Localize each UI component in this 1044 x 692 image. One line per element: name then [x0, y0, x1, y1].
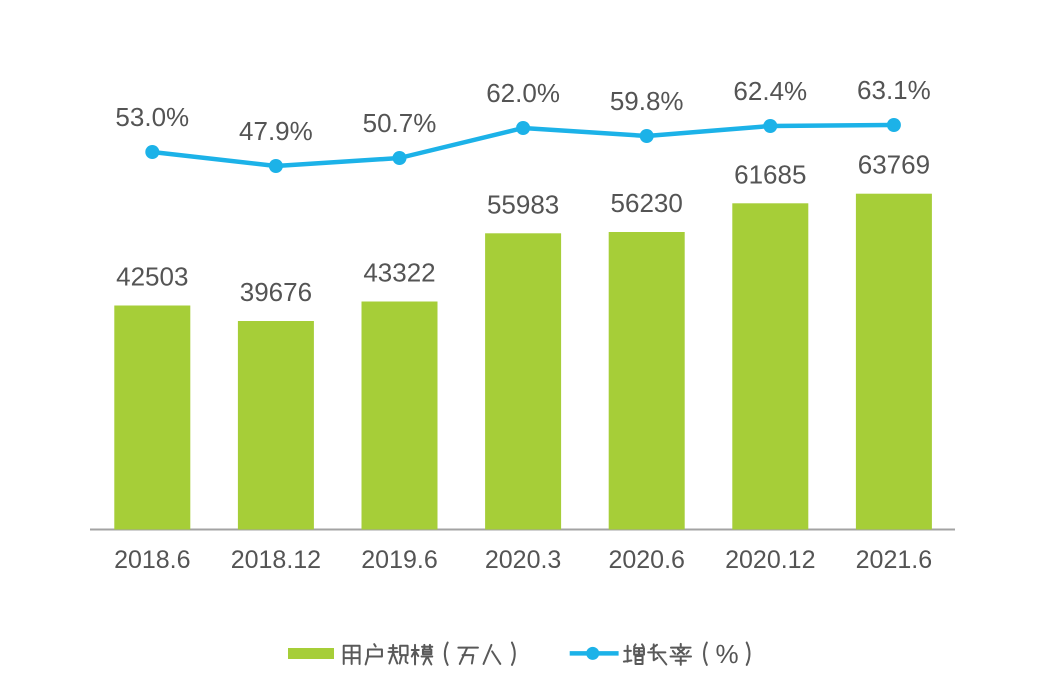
svg-text:53.0%: 53.0% [115, 102, 189, 132]
svg-text:55983: 55983 [487, 189, 559, 219]
svg-text:2020.3: 2020.3 [485, 546, 561, 574]
svg-text:2018.6: 2018.6 [114, 546, 190, 574]
svg-text:63769: 63769 [858, 150, 930, 180]
svg-text:62.4%: 62.4% [733, 76, 807, 106]
svg-text:39676: 39676 [240, 277, 312, 307]
svg-text:%: % [715, 639, 738, 669]
svg-text:62.0%: 62.0% [486, 78, 560, 108]
svg-text:59.8%: 59.8% [610, 86, 684, 116]
svg-text:2021.6: 2021.6 [856, 546, 932, 574]
svg-text:42503: 42503 [116, 262, 188, 292]
svg-text:63.1%: 63.1% [857, 75, 931, 105]
svg-text:2020.6: 2020.6 [608, 546, 684, 574]
svg-text:2019.6: 2019.6 [361, 546, 437, 574]
svg-text:43322: 43322 [363, 258, 435, 288]
svg-text:61685: 61685 [734, 159, 806, 189]
svg-text:50.7%: 50.7% [363, 108, 437, 138]
svg-text:2020.12: 2020.12 [725, 546, 815, 574]
svg-text:56230: 56230 [611, 188, 683, 218]
svg-text:47.9%: 47.9% [239, 116, 313, 146]
svg-text:2018.12: 2018.12 [231, 546, 321, 574]
